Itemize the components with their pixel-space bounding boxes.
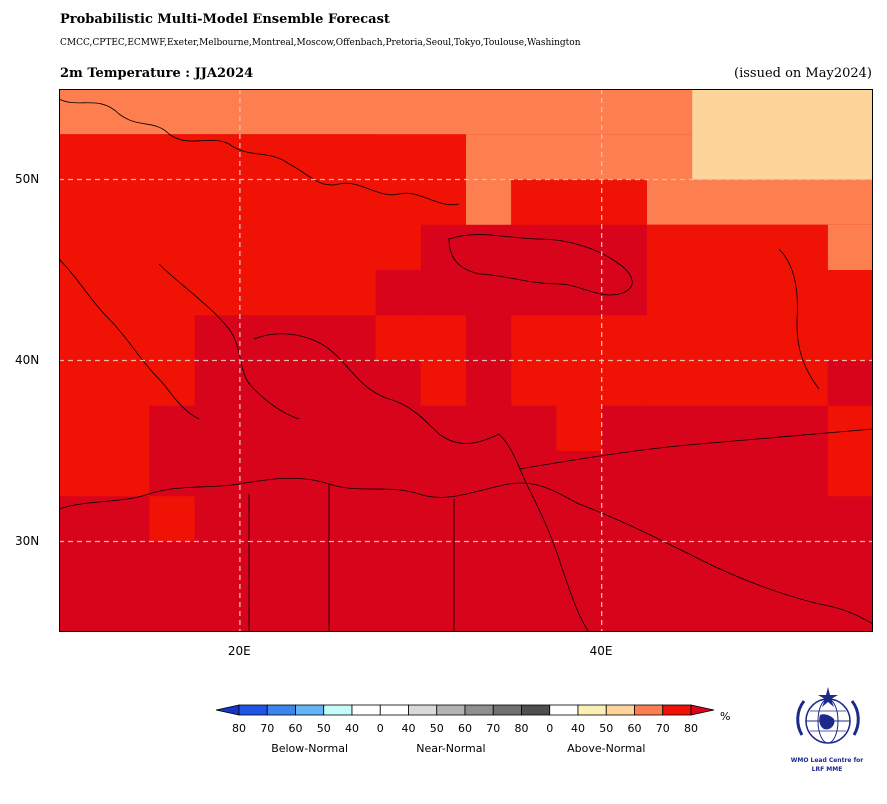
colorbar-tick-label: 80 bbox=[684, 722, 698, 735]
probability-cell bbox=[556, 405, 602, 451]
probability-cell bbox=[646, 179, 873, 225]
colorbar-tick-label: 0 bbox=[546, 722, 554, 735]
colorbar-tick-label: 50 bbox=[316, 722, 331, 735]
figure-title: Probabilistic Multi-Model Ensemble Forec… bbox=[60, 12, 390, 27]
colorbar-box bbox=[436, 704, 466, 716]
colorbar-box bbox=[577, 704, 607, 716]
probability-cell bbox=[827, 405, 873, 497]
colorbar-box bbox=[662, 704, 692, 716]
latitude-tick-label: 50N bbox=[15, 171, 40, 186]
colorbar-tick-label: 80 bbox=[232, 722, 246, 735]
colorbar-box bbox=[634, 704, 664, 716]
probability-cell bbox=[511, 315, 647, 406]
colorbar-box bbox=[238, 704, 268, 716]
probability-cell bbox=[511, 179, 647, 225]
colorbar-right-arrow bbox=[690, 704, 715, 716]
coastlines-and-borders bbox=[59, 98, 873, 632]
colorbar-unit: % bbox=[720, 710, 731, 723]
colorbar-tick-label: 70 bbox=[655, 722, 670, 735]
issue-date: (issued on May2024) bbox=[734, 66, 872, 81]
colorbar-tick-label: 60 bbox=[458, 722, 472, 735]
colorbar-tick-label: 40 bbox=[401, 722, 416, 735]
colorbar-tick-label: 70 bbox=[260, 722, 275, 735]
probability-cell bbox=[692, 89, 873, 180]
longitude-tick-label: 40E bbox=[589, 644, 613, 658]
colorbar-box bbox=[464, 704, 494, 716]
colorbar-tick-label: 50 bbox=[429, 722, 444, 735]
map-subtitle: 2m Temperature : JJA2024 bbox=[60, 66, 254, 81]
latitude-tick-label: 40N bbox=[15, 352, 40, 367]
probability-cell bbox=[646, 224, 828, 406]
colorbar-box bbox=[605, 704, 635, 716]
colorbar-tick-label: 60 bbox=[627, 722, 642, 735]
colorbar-category-label: Near-Normal bbox=[416, 742, 486, 755]
probability-cell bbox=[827, 224, 873, 270]
colorbar-tick-label: 40 bbox=[571, 722, 585, 735]
colorbar-left-arrow bbox=[215, 704, 240, 716]
colorbar-tick-label: 0 bbox=[376, 722, 384, 735]
colorbar-tick-label: 80 bbox=[514, 722, 529, 735]
colorbar-box bbox=[266, 704, 296, 716]
probability-cell bbox=[827, 270, 873, 361]
colorbar-tick-label: 60 bbox=[288, 722, 303, 735]
colorbar-box bbox=[521, 704, 551, 716]
probability-cell bbox=[59, 405, 150, 497]
map-frame bbox=[59, 89, 873, 632]
logo-caption-line1: WMO Lead Centre for bbox=[790, 757, 864, 764]
probability-cell bbox=[59, 89, 693, 135]
probability-cell bbox=[149, 496, 195, 542]
colorbar-box bbox=[549, 704, 579, 716]
colorbar-box bbox=[492, 704, 522, 716]
colorbar-tick-label: 70 bbox=[486, 722, 501, 735]
wmo-logo-icon bbox=[796, 687, 860, 744]
colorbar-box bbox=[408, 704, 438, 716]
colorbar-box bbox=[323, 704, 353, 716]
longitude-tick-label: 20E bbox=[227, 644, 251, 658]
forecast-map bbox=[59, 89, 873, 632]
gridlines bbox=[59, 89, 873, 632]
latitude-tick-label: 30N bbox=[15, 533, 40, 548]
colorbar-category-label: Below-Normal bbox=[271, 742, 349, 755]
colorbar-box bbox=[295, 704, 325, 716]
colorbar-box bbox=[351, 704, 381, 716]
colorbar-tick-label: 40 bbox=[345, 722, 359, 735]
colorbar bbox=[215, 704, 715, 716]
probability-cell bbox=[466, 179, 512, 225]
probability-cell bbox=[375, 315, 421, 361]
colorbar-category-label: Above-Normal bbox=[567, 742, 646, 755]
colorbar-box bbox=[379, 704, 409, 716]
model-list: CMCC,CPTEC,ECMWF,Exeter,Melbourne,Montre… bbox=[60, 38, 581, 48]
logo-caption-line2: LRF MME bbox=[811, 766, 843, 773]
colorbar-tick-label: 50 bbox=[599, 722, 614, 735]
